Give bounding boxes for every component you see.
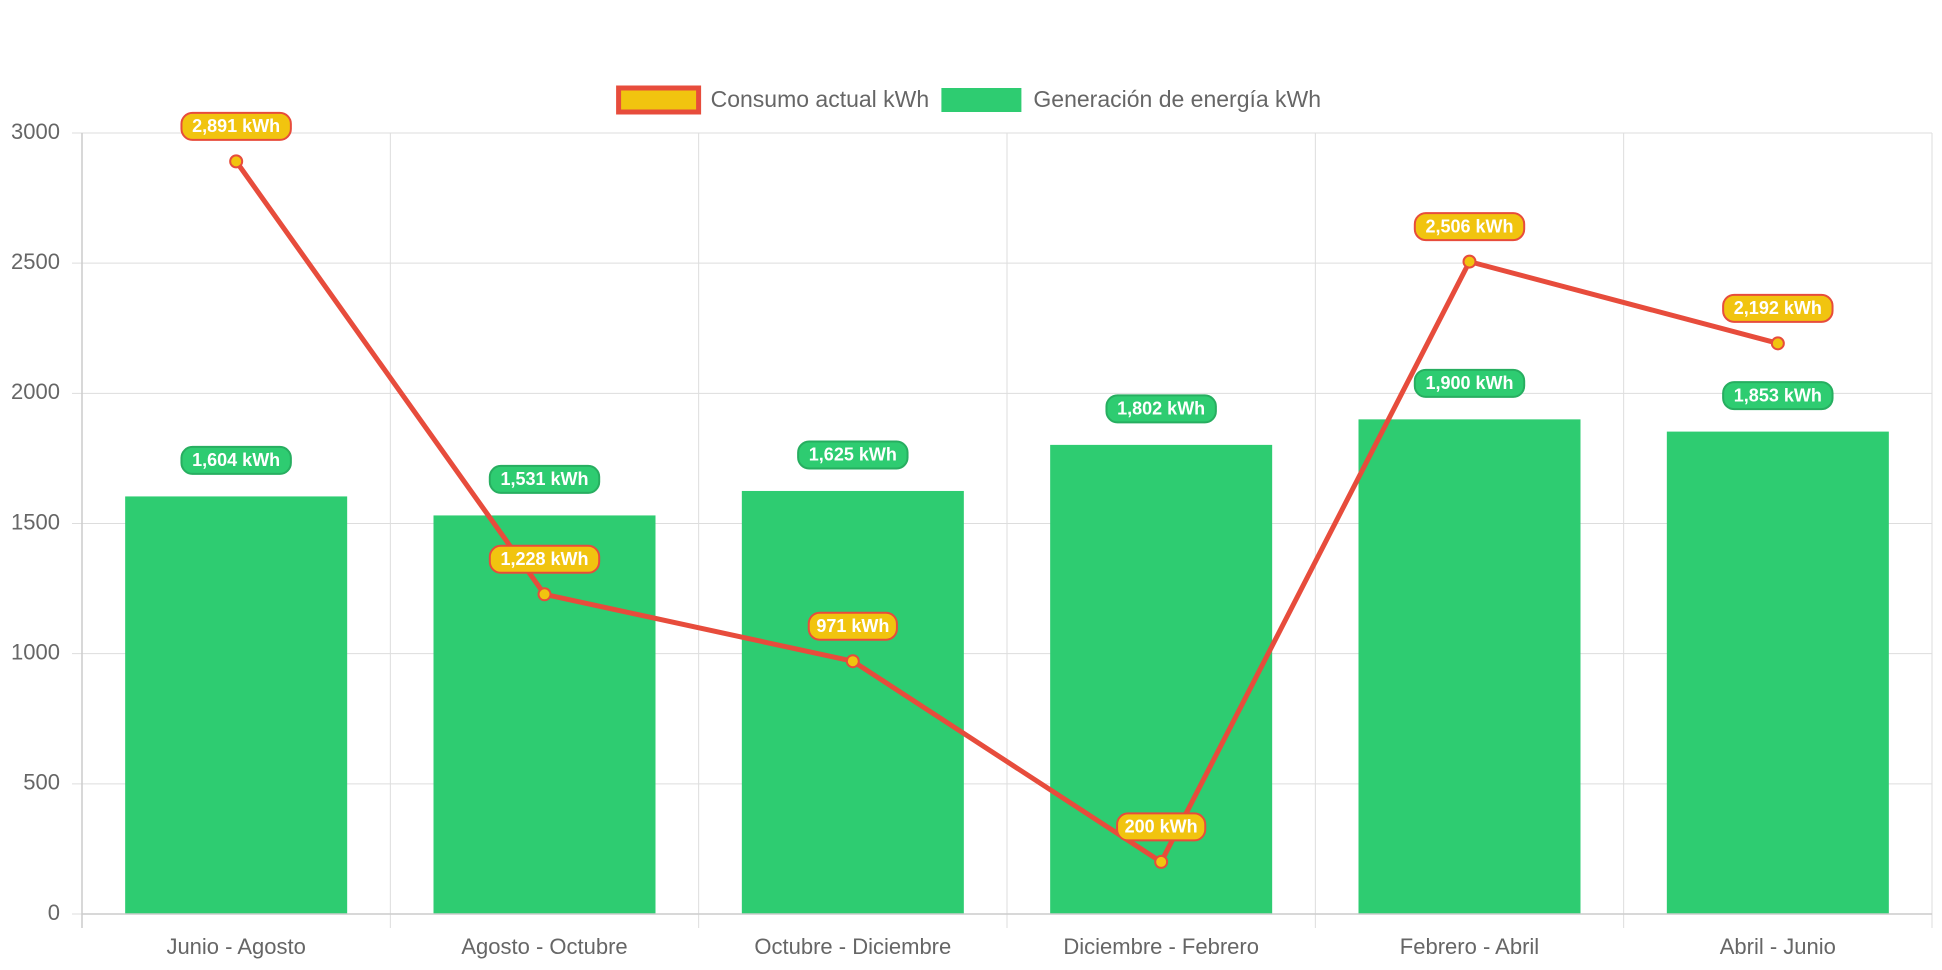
line-data-label: 971 kWh bbox=[807, 611, 898, 641]
line-point[interactable] bbox=[1154, 854, 1169, 869]
line-point[interactable] bbox=[537, 587, 552, 602]
bar-data-label: 1,625 kWh bbox=[797, 440, 909, 470]
line-data-label: 200 kWh bbox=[1116, 812, 1207, 842]
line-data-label-box bbox=[180, 111, 292, 141]
bar[interactable] bbox=[1666, 431, 1889, 914]
y-tick-label: 1000 bbox=[11, 639, 60, 664]
y-tick-label: 0 bbox=[48, 900, 60, 925]
legend[interactable]: Consumo actual kWh Generación de energía … bbox=[616, 85, 1321, 115]
line-data-label-text: 200 kWh bbox=[1125, 817, 1198, 837]
legend-swatch bbox=[941, 88, 1022, 112]
line-point[interactable] bbox=[229, 154, 244, 169]
bar[interactable] bbox=[741, 490, 964, 914]
legend-item[interactable]: Generación de energía kWh bbox=[941, 86, 1321, 112]
bar-data-label-text: 1,802 kWh bbox=[1117, 399, 1205, 419]
line-data-label-box bbox=[807, 611, 898, 641]
bar-data-label: 1,604 kWh bbox=[180, 445, 292, 475]
axes: 0 500 1000 1500 2000 2500 3000 Junio - Agosto Ag… bbox=[11, 119, 1932, 959]
legend-item[interactable]: Consumo actual kWh bbox=[616, 85, 930, 115]
legend-label: Consumo actual kWh bbox=[711, 86, 930, 112]
data-labels: 1,604 kWh 1,531 kWh 1,625 kWh 1,802 kWh 1,90… bbox=[180, 111, 1834, 842]
y-tick-label: 2500 bbox=[11, 249, 60, 274]
bar[interactable] bbox=[1358, 419, 1581, 914]
line-data-label-text: 2,506 kWh bbox=[1425, 216, 1513, 236]
x-tick-label: Abril - Junio bbox=[1720, 934, 1836, 959]
bar-data-label-box bbox=[1722, 381, 1834, 411]
line-data-label: 2,506 kWh bbox=[1413, 212, 1526, 242]
line-data-label-box bbox=[488, 544, 601, 574]
y-tick-label: 500 bbox=[23, 770, 60, 795]
line-point[interactable] bbox=[845, 654, 860, 669]
bar-data-label-box bbox=[488, 464, 601, 494]
bar-data-label: 1,531 kWh bbox=[488, 464, 601, 494]
bar-data-label-text: 1,604 kWh bbox=[192, 450, 280, 470]
x-tick-label: Febrero - Abril bbox=[1400, 934, 1539, 959]
bar[interactable] bbox=[1050, 444, 1273, 914]
y-tick-label: 1500 bbox=[11, 509, 60, 534]
bar-data-label: 1,900 kWh bbox=[1413, 368, 1526, 398]
bar-data-label-box bbox=[1413, 368, 1526, 398]
bar-data-label-box bbox=[797, 440, 909, 470]
line-data-label: 2,192 kWh bbox=[1722, 293, 1834, 323]
x-tick-label: Agosto - Octubre bbox=[461, 934, 627, 959]
line-data-label-box bbox=[1413, 212, 1526, 242]
bar-data-label: 1,853 kWh bbox=[1722, 381, 1834, 411]
line-data-label-box bbox=[1116, 812, 1207, 842]
line-series bbox=[229, 154, 1785, 869]
line-data-label-text: 2,891 kWh bbox=[192, 116, 280, 136]
bar-data-label-text: 1,900 kWh bbox=[1425, 373, 1513, 393]
line-data-label-text: 2,192 kWh bbox=[1734, 298, 1822, 318]
bar-data-label-text: 1,531 kWh bbox=[500, 469, 588, 489]
x-tick-label: Diciembre - Febrero bbox=[1063, 934, 1259, 959]
bar[interactable] bbox=[125, 496, 348, 914]
legend-swatch bbox=[616, 85, 702, 115]
bar-data-label-box bbox=[1105, 394, 1217, 424]
legend-label: Generación de energía kWh bbox=[1033, 86, 1321, 112]
y-tick-label: 2000 bbox=[11, 379, 60, 404]
consumo-line bbox=[233, 158, 1781, 865]
line-data-label-text: 971 kWh bbox=[816, 616, 889, 636]
bar-data-label: 1,802 kWh bbox=[1105, 394, 1217, 424]
bar-data-label-text: 1,853 kWh bbox=[1734, 385, 1822, 405]
x-tick-label: Octubre - Diciembre bbox=[754, 934, 951, 959]
line-data-label-box bbox=[1722, 293, 1834, 323]
bar[interactable] bbox=[433, 515, 656, 914]
line-data-label: 2,891 kWh bbox=[180, 111, 292, 141]
bar-data-label-text: 1,625 kWh bbox=[809, 445, 897, 465]
bar-series bbox=[125, 419, 1889, 914]
line-data-label: 1,228 kWh bbox=[488, 544, 601, 574]
grid bbox=[72, 132, 1933, 928]
y-tick-label: 3000 bbox=[11, 119, 60, 144]
line-point[interactable] bbox=[1462, 254, 1477, 269]
bar-data-label-box bbox=[180, 445, 292, 475]
line-data-label-text: 1,228 kWh bbox=[500, 549, 588, 569]
x-tick-label: Junio - Agosto bbox=[166, 934, 305, 959]
line-point[interactable] bbox=[1770, 336, 1785, 351]
